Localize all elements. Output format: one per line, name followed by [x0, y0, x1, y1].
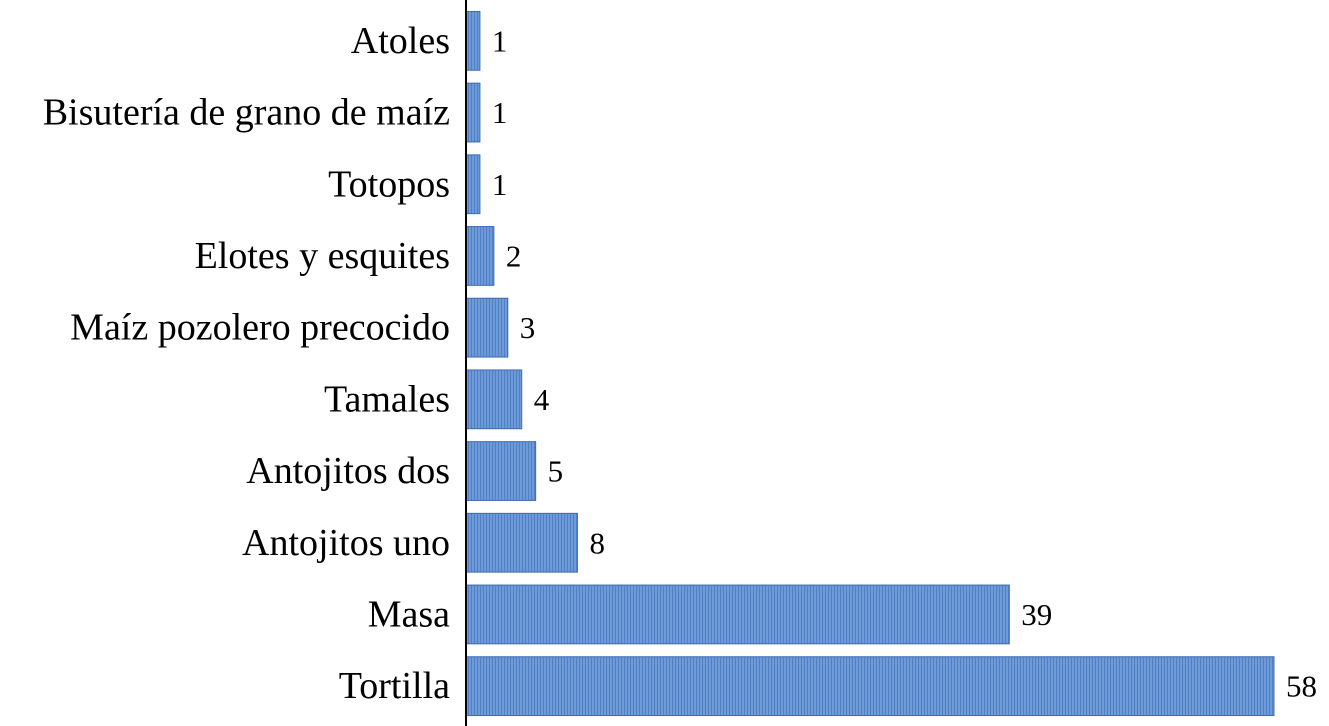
data-label-atoles: 1: [492, 23, 508, 58]
bar-tortilla: [465, 656, 1275, 717]
category-label-tamales: Tamales: [324, 378, 450, 420]
bar-antojitos-dos: [465, 441, 537, 501]
category-label-atoles: Atoles: [351, 20, 450, 62]
category-label-elotes-y-esquites: Elotes y esquites: [195, 235, 450, 277]
category-labels-group: Atoles Bisutería de grano de maíz Totopos E…: [43, 20, 450, 707]
data-label-totopos: 1: [492, 167, 508, 202]
category-label-masa: Masa: [368, 593, 450, 635]
category-label-bisuteria-de-grano-de-maiz: Bisutería de grano de maíz: [43, 92, 450, 134]
category-label-antojitos-uno: Antojitos uno: [242, 522, 450, 564]
bars-group: [465, 10, 1275, 717]
data-label-bisuteria-de-grano-de-maiz: 1: [492, 95, 508, 130]
category-label-totopos: Totopos: [328, 163, 450, 205]
data-label-tortilla: 58: [1286, 669, 1317, 704]
bar-tamales: [465, 369, 523, 430]
bar-atoles: [465, 10, 481, 71]
bar-antojitos-uno: [465, 512, 578, 573]
bar-elotes-y-esquites: [465, 226, 495, 286]
data-label-masa: 39: [1021, 597, 1052, 632]
data-label-antojitos-dos: 5: [548, 454, 564, 489]
bar-bisuteria-de-grano-de-maiz: [465, 82, 481, 143]
data-label-maiz-pozolero-precocido: 3: [520, 310, 536, 345]
category-label-maiz-pozolero-precocido: Maíz pozolero precocido: [70, 307, 450, 349]
bar-masa: [465, 584, 1010, 645]
bar-maiz-pozolero-precocido: [465, 297, 509, 358]
data-label-tamales: 4: [534, 382, 550, 417]
category-label-antojitos-dos: Antojitos dos: [246, 450, 450, 492]
data-label-antojitos-uno: 8: [589, 525, 605, 560]
data-label-elotes-y-esquites: 2: [506, 238, 522, 273]
category-label-tortilla: Tortilla: [339, 665, 450, 707]
bar-totopos: [465, 154, 481, 215]
